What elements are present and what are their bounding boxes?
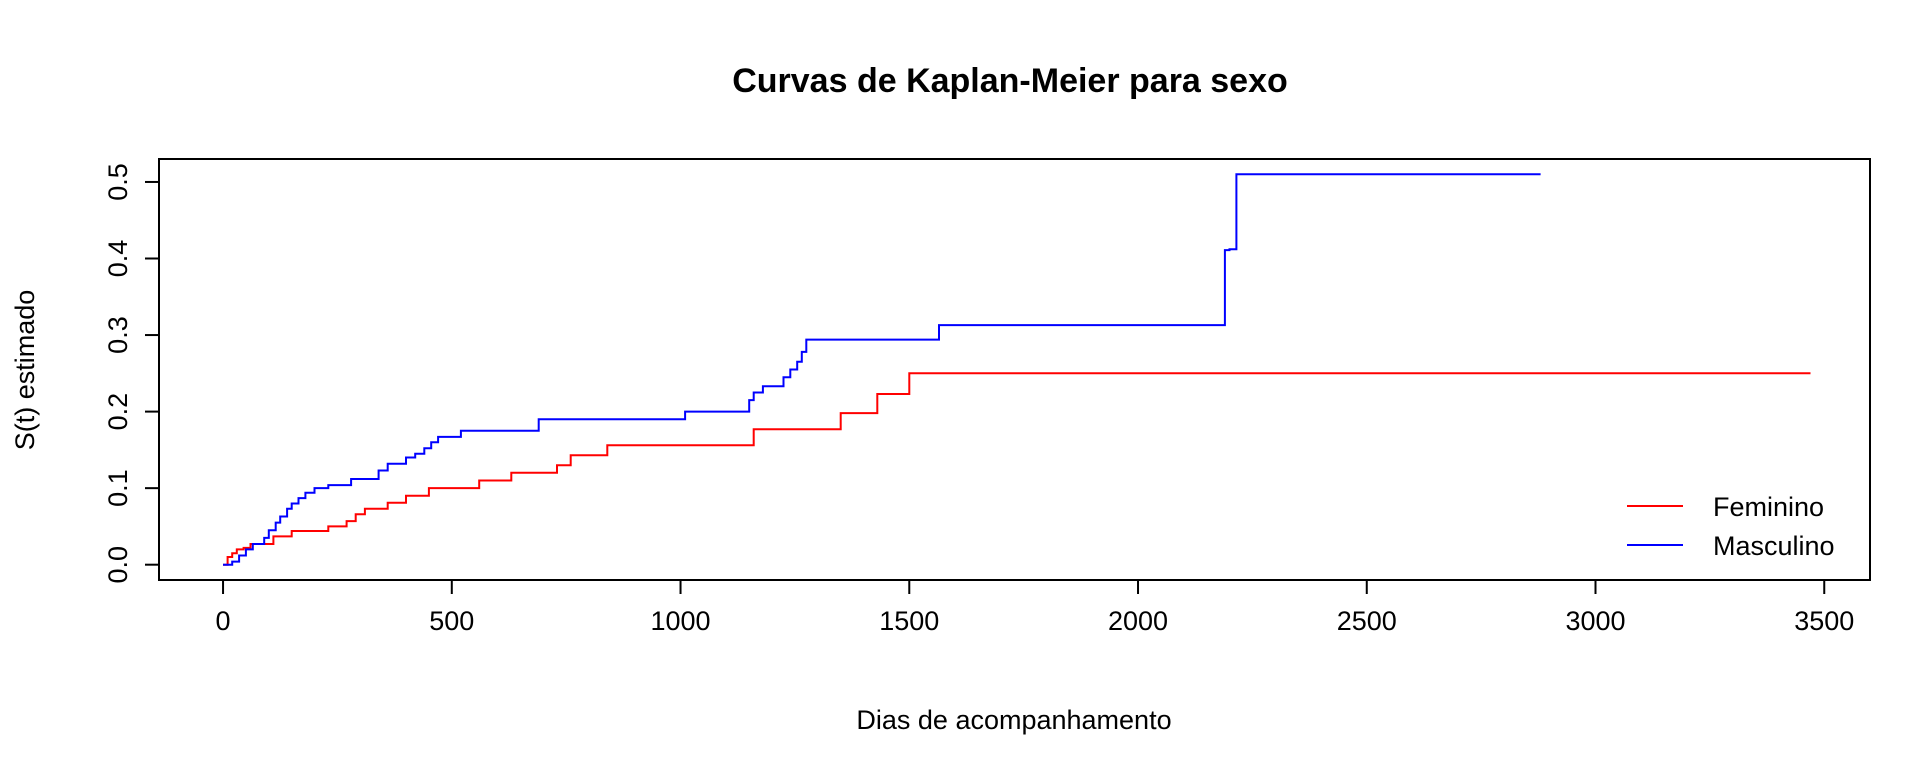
y-axis-label: S(t) estimado — [10, 290, 40, 451]
series-line-masculino — [223, 173, 1541, 566]
x-tick-label: 1500 — [879, 606, 939, 636]
y-tick-label: 0.4 — [103, 240, 133, 278]
y-tick-label: 0.2 — [103, 393, 133, 431]
legend-label: Feminino — [1713, 492, 1824, 522]
x-tick-label: 2500 — [1337, 606, 1397, 636]
y-axis: 0.0 0.1 0.2 0.3 0.4 0.5 — [103, 163, 160, 584]
x-axis: 0 500 1000 1500 2000 2500 3000 3500 — [216, 579, 1854, 636]
plot-frame — [158, 158, 1871, 581]
x-tick-label: 1000 — [650, 606, 710, 636]
series-line-feminino — [223, 372, 1811, 566]
y-tick-label: 0.3 — [103, 316, 133, 354]
y-tick-label: 0.0 — [103, 546, 133, 584]
x-tick-label: 3000 — [1565, 606, 1625, 636]
x-tick-label: 0 — [216, 606, 231, 636]
x-axis-label: Dias de acompanhamento — [856, 705, 1171, 735]
chart-title: Curvas de Kaplan-Meier para sexo — [732, 62, 1288, 100]
y-tick-label: 0.5 — [103, 163, 133, 201]
x-tick-label: 500 — [429, 606, 474, 636]
x-tick-label: 2000 — [1108, 606, 1168, 636]
legend-label: Masculino — [1713, 531, 1835, 561]
x-tick-label: 3500 — [1794, 606, 1854, 636]
plot-lines — [223, 173, 1811, 566]
y-tick-label: 0.1 — [103, 469, 133, 507]
legend: Feminino Masculino — [1627, 492, 1835, 561]
